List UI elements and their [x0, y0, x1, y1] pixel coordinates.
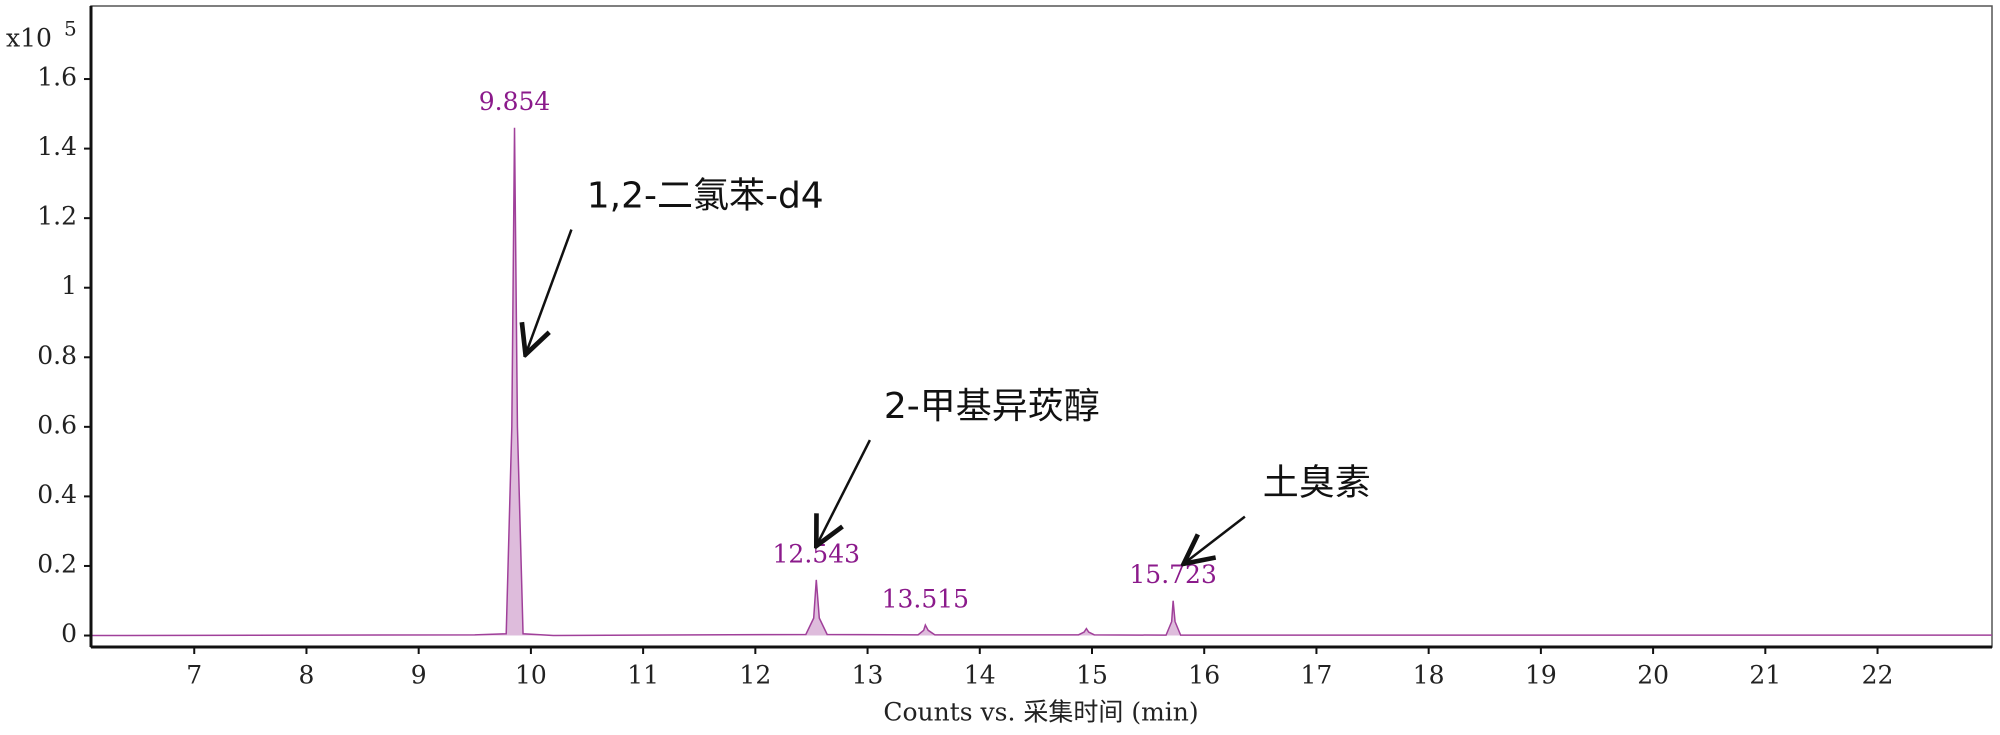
annotation-arrow [816, 439, 872, 546]
y-tick-label: 1.2 [37, 202, 77, 231]
signal-line [90, 127, 1992, 637]
annotation: 1,2-二氯苯-d4 [587, 176, 824, 217]
x-tick-label: 13 [852, 661, 884, 690]
x-tick-label: 15 [1076, 661, 1108, 690]
x-tick-label: 16 [1188, 661, 1220, 690]
y-tick-label: 0.6 [37, 410, 77, 439]
x-tick-label: 22 [1862, 661, 1894, 690]
x-tick-label: 12 [739, 661, 771, 690]
peak-label: 9.854 [479, 87, 551, 116]
x-tick-label: 14 [964, 661, 996, 690]
annotation-arrow [526, 229, 573, 355]
x-tick-label: 17 [1301, 661, 1333, 690]
y-tick-label: 0 [61, 619, 77, 648]
annotation: 2-甲基异莰醇 [884, 386, 1100, 427]
peak-area [91, 127, 1992, 636]
x-tick-label: 19 [1525, 661, 1557, 690]
x-axis-label: Counts vs. 采集时间 (min) [883, 698, 1198, 727]
y-scale-exponent: 5 [64, 17, 77, 41]
annotation: 土臭素 [1263, 463, 1371, 504]
x-tick-label: 18 [1413, 661, 1445, 690]
plot-frame [90, 5, 1993, 648]
y-tick-label: 1 [61, 271, 77, 300]
x-tick-label: 11 [627, 661, 659, 690]
y-tick-label: 1.4 [37, 132, 77, 161]
x-tick-label: 8 [299, 661, 315, 690]
y-tick-label: 0.2 [37, 549, 77, 578]
x-tick-label: 10 [515, 661, 547, 690]
peak-label: 15.723 [1129, 560, 1216, 589]
x-tick-label: 7 [186, 661, 202, 690]
y-tick-label: 0.4 [37, 480, 77, 509]
x-tick-label: 20 [1637, 661, 1669, 690]
y-tick-label: 1.6 [37, 63, 77, 92]
y-scale-label: x10 [6, 24, 52, 53]
x-tick-label: 21 [1749, 661, 1781, 690]
annotation-arrow [1184, 515, 1246, 564]
y-tick-label: 0.8 [37, 341, 77, 370]
x-tick-label: 9 [411, 661, 427, 690]
peak-label: 13.515 [882, 585, 969, 614]
